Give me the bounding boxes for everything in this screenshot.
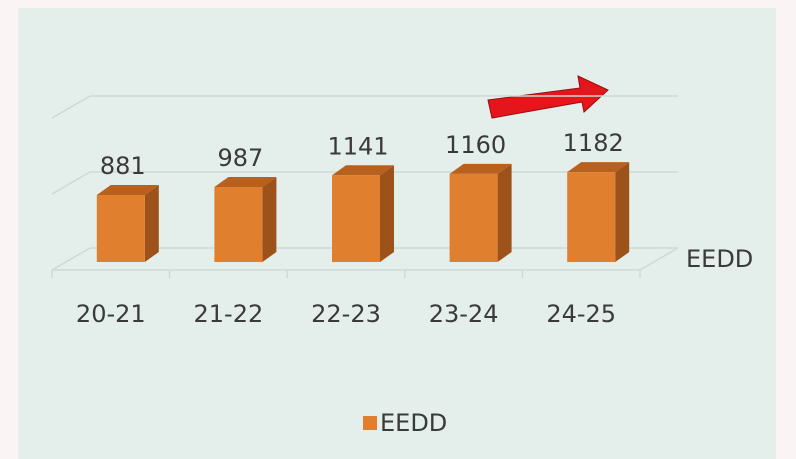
bar-face [332,165,394,176]
bar-face [96,195,145,262]
data-label: 1160 [445,131,506,159]
x-tick-label: 22-23 [311,300,381,328]
bar-face [567,162,630,173]
x-tick-label: 24-25 [546,300,616,328]
bar [96,185,159,262]
grid-line [51,247,91,271]
trend-arrow [487,75,609,119]
bar-face [497,163,512,262]
x-tick-label: 20-21 [76,300,146,328]
bar-face [615,162,630,262]
bar-face [449,163,512,174]
bar-face [449,173,498,262]
bar-face [96,185,159,196]
bar-face [332,175,380,262]
data-label: 1182 [563,129,624,157]
legend-label: EEDD [380,409,447,437]
bar-face [380,165,394,262]
x-tick-label: 21-22 [194,300,264,328]
legend-swatch [363,416,377,430]
bar [214,176,277,262]
floor-edge [639,247,679,271]
x-tick-label: 23-24 [429,300,499,328]
data-label: 987 [217,144,263,172]
bar [332,165,394,262]
bar-face [214,186,263,262]
data-label: 1141 [327,132,388,160]
bar-face [262,176,277,262]
grid-line [51,95,91,119]
grid-line [51,171,91,195]
bar-face [567,172,616,262]
bar [449,163,512,262]
bar-face [214,176,277,187]
z-axis-label: EEDD [686,245,753,273]
data-label: 881 [100,152,146,180]
bar-face [144,185,159,262]
bar [567,162,630,262]
